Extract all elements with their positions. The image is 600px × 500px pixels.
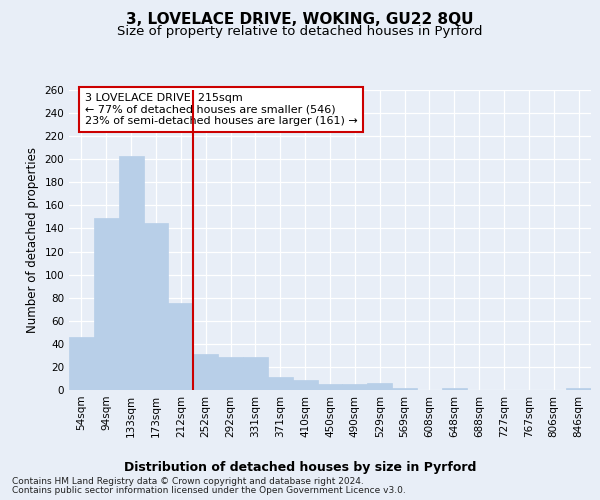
- Text: Contains public sector information licensed under the Open Government Licence v3: Contains public sector information licen…: [12, 486, 406, 495]
- Bar: [367, 383, 392, 390]
- Bar: [343, 384, 367, 390]
- Bar: [243, 356, 268, 390]
- Bar: [268, 378, 293, 390]
- Bar: [442, 388, 467, 390]
- Bar: [119, 156, 143, 390]
- Text: Size of property relative to detached houses in Pyrford: Size of property relative to detached ho…: [117, 25, 483, 38]
- Bar: [69, 337, 94, 390]
- Bar: [193, 354, 218, 390]
- Text: Contains HM Land Registry data © Crown copyright and database right 2024.: Contains HM Land Registry data © Crown c…: [12, 478, 364, 486]
- Bar: [293, 380, 317, 390]
- Text: 3, LOVELACE DRIVE, WOKING, GU22 8QU: 3, LOVELACE DRIVE, WOKING, GU22 8QU: [126, 12, 474, 28]
- Bar: [218, 356, 243, 390]
- Bar: [169, 304, 193, 390]
- Text: 3 LOVELACE DRIVE: 215sqm
← 77% of detached houses are smaller (546)
23% of semi-: 3 LOVELACE DRIVE: 215sqm ← 77% of detach…: [85, 93, 358, 126]
- Bar: [392, 388, 417, 390]
- Bar: [317, 384, 343, 390]
- Bar: [94, 218, 119, 390]
- Bar: [566, 388, 591, 390]
- Bar: [143, 222, 169, 390]
- Text: Distribution of detached houses by size in Pyrford: Distribution of detached houses by size …: [124, 461, 476, 474]
- Y-axis label: Number of detached properties: Number of detached properties: [26, 147, 39, 333]
